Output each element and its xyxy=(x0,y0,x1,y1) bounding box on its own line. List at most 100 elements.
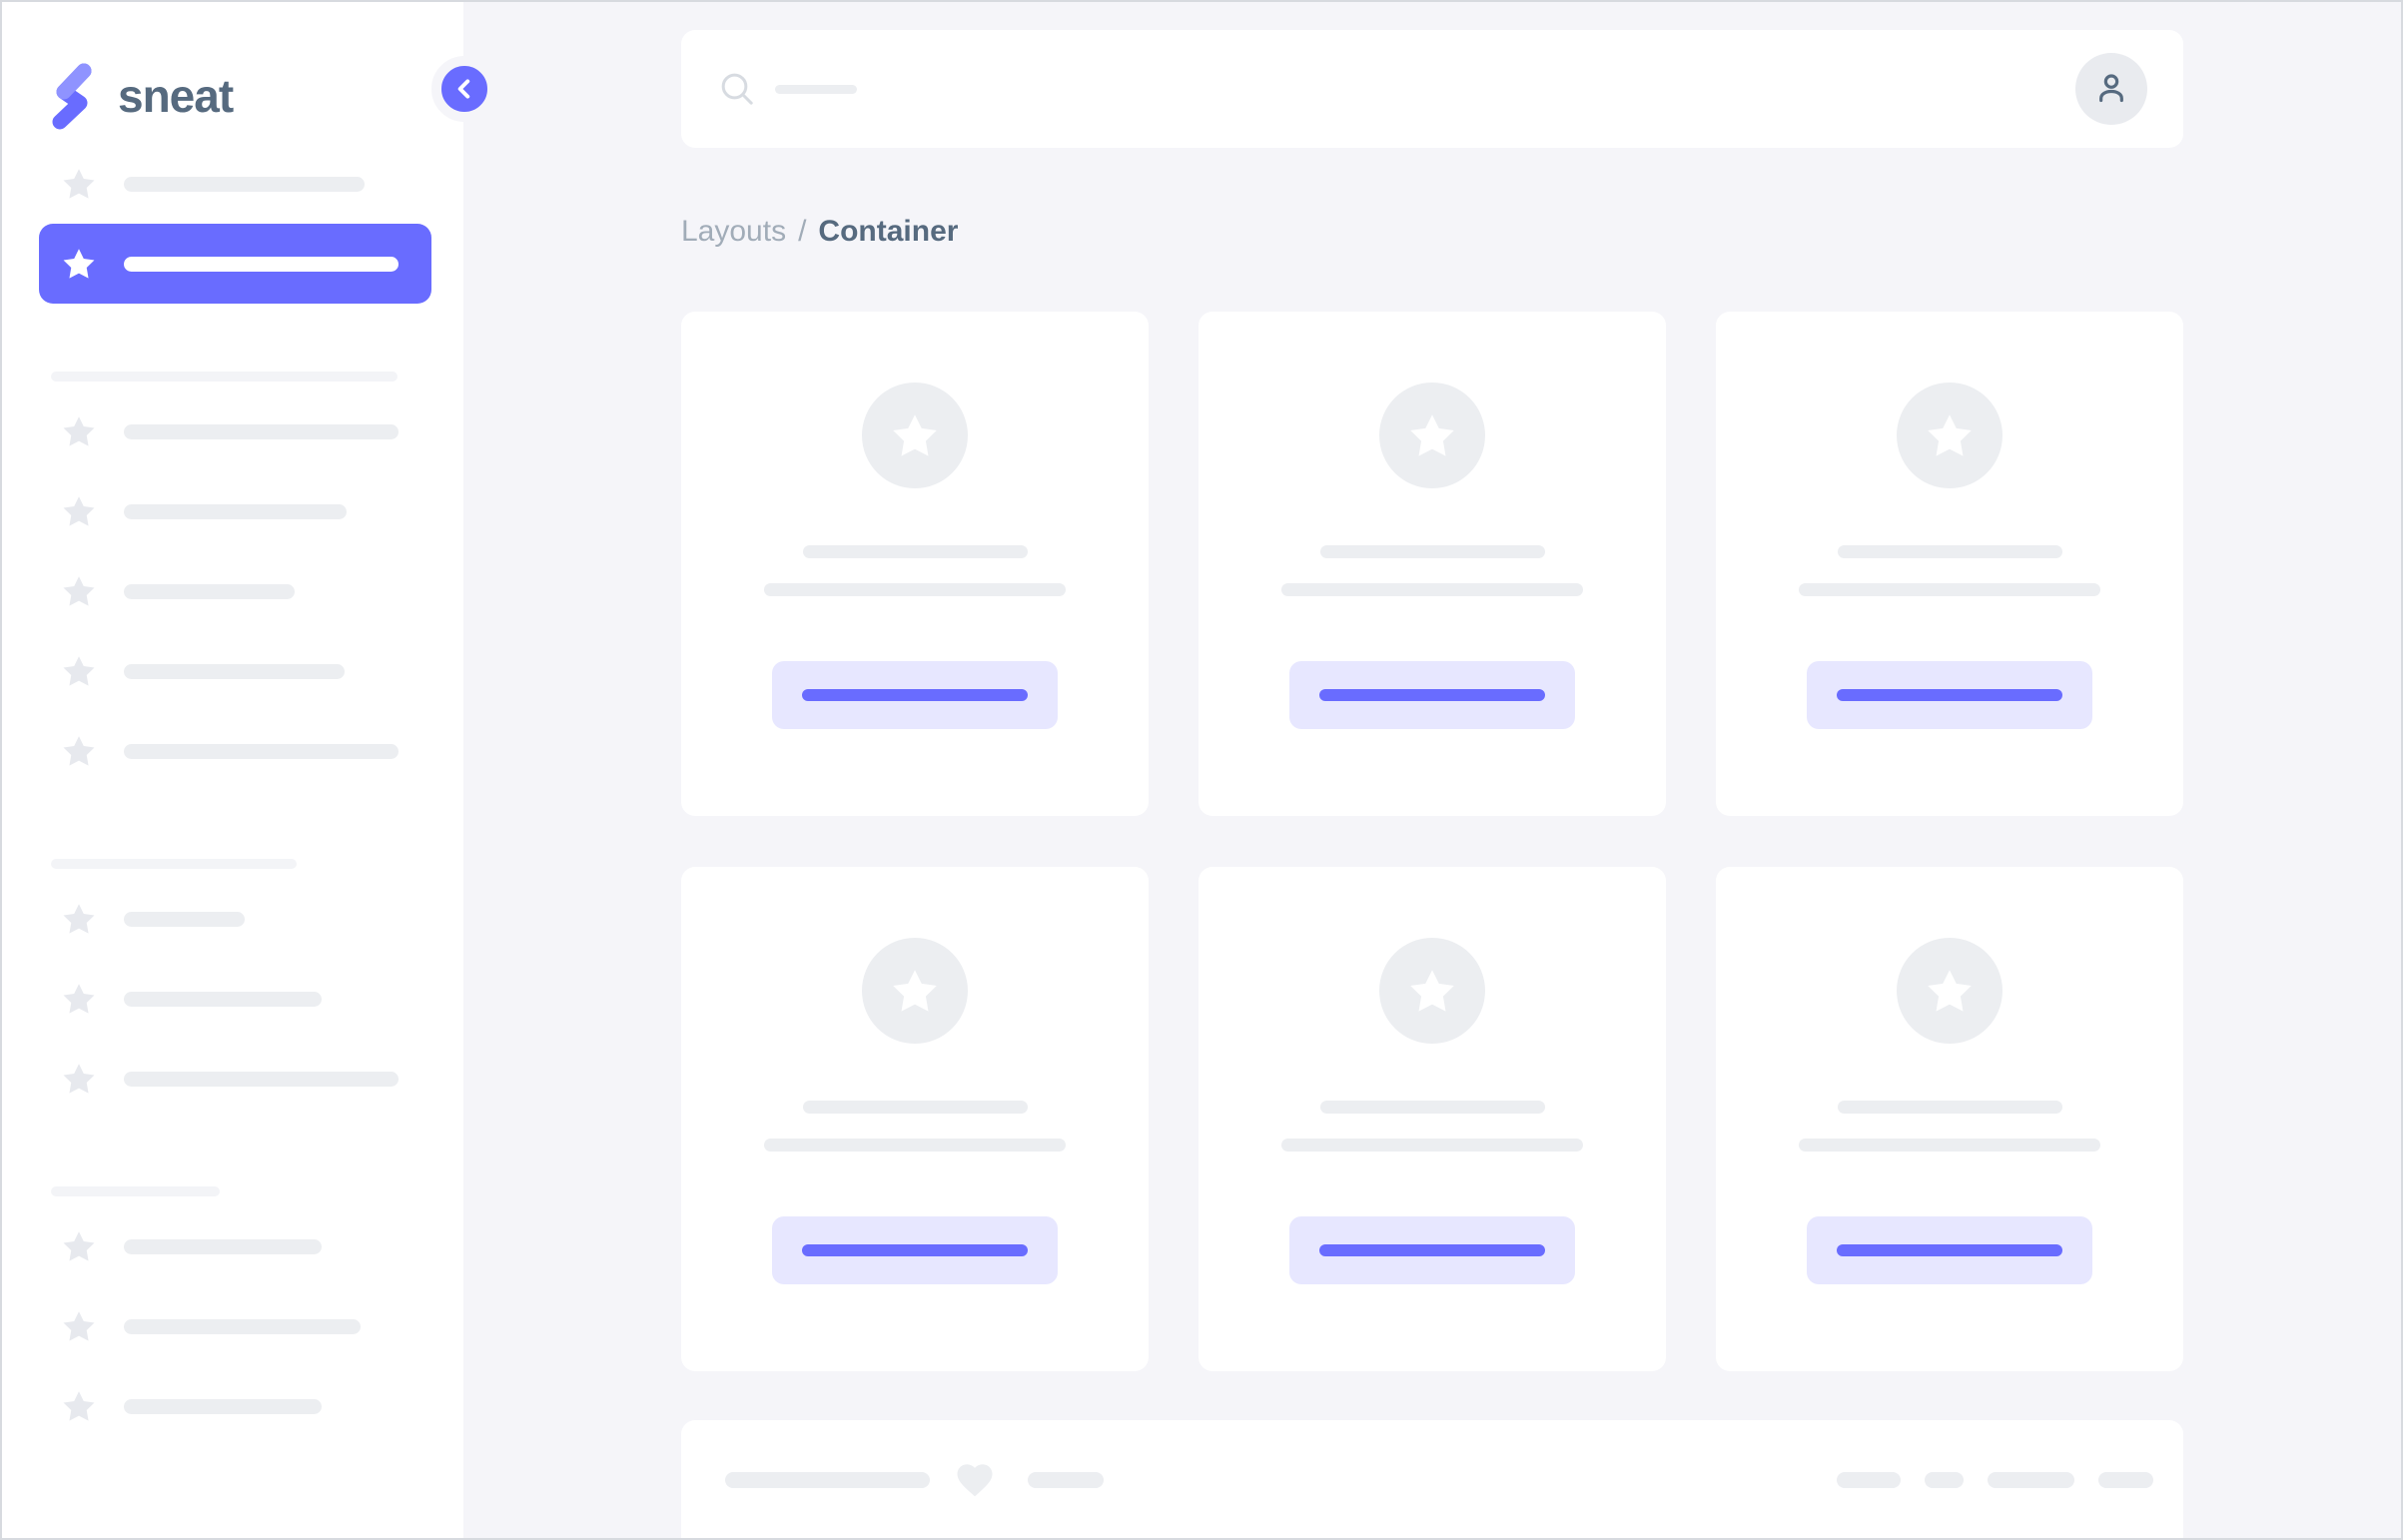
user-icon xyxy=(2091,68,2131,111)
star-icon xyxy=(62,654,96,688)
sidebar-item-label-placeholder xyxy=(124,911,245,927)
card-button-label-placeholder xyxy=(1319,689,1545,701)
card-action-button[interactable] xyxy=(1807,661,2092,729)
search-bar-card xyxy=(681,30,2183,148)
sidebar-item[interactable] xyxy=(39,1366,431,1446)
card-title-placeholder xyxy=(802,545,1028,558)
star-icon xyxy=(62,734,96,768)
footer-dot-placeholder xyxy=(2098,1472,2153,1488)
star-icon xyxy=(62,1389,96,1423)
sidebar-item-label-placeholder xyxy=(124,583,295,599)
sidebar-item[interactable] xyxy=(39,959,431,1039)
card-subtitle-placeholder xyxy=(764,1139,1066,1152)
sidebar-item-label-placeholder xyxy=(124,503,347,519)
card-grid xyxy=(681,312,2183,1371)
card-button-label-placeholder xyxy=(1837,689,2062,701)
sidebar-item-label-placeholder xyxy=(124,1398,322,1414)
card-action-button[interactable] xyxy=(1807,1216,2092,1284)
footer-dot-placeholder xyxy=(1837,1472,1901,1488)
card-action-button[interactable] xyxy=(1289,1216,1575,1284)
footer-mid-bar xyxy=(1028,1472,1104,1488)
star-icon xyxy=(1926,411,1974,459)
card-button-label-placeholder xyxy=(802,1244,1028,1256)
star-icon xyxy=(1926,967,1974,1015)
card-title-placeholder xyxy=(1837,1101,2062,1114)
placeholder-card xyxy=(681,867,1149,1371)
sidebar-item[interactable] xyxy=(39,551,431,631)
breadcrumb-parent-link[interactable]: Layouts xyxy=(681,215,787,248)
card-subtitle-placeholder xyxy=(764,583,1066,596)
content-column: Layouts / Container xyxy=(681,2,2183,1538)
sidebar-item-active[interactable] xyxy=(39,224,431,304)
footer-dot-placeholder xyxy=(1988,1472,2074,1488)
brand: sneat xyxy=(2,2,463,144)
placeholder-card xyxy=(1199,312,1666,816)
sidebar-section-heading-placeholder xyxy=(51,1186,220,1196)
heart-icon xyxy=(954,1459,996,1501)
search-icon xyxy=(717,69,757,109)
placeholder-card xyxy=(1199,867,1666,1371)
sidebar-menu xyxy=(2,144,463,1446)
sidebar-section-heading-placeholder xyxy=(51,859,297,869)
card-title-placeholder xyxy=(1837,545,2062,558)
search-input[interactable] xyxy=(717,69,2075,109)
sidebar-item[interactable] xyxy=(39,391,431,471)
card-subtitle-placeholder xyxy=(1799,583,2100,596)
sidebar-collapse-button[interactable] xyxy=(431,56,497,122)
breadcrumb-current: Container xyxy=(818,215,959,248)
user-avatar-button[interactable] xyxy=(2075,53,2147,125)
star-badge xyxy=(1379,938,1485,1044)
card-subtitle-placeholder xyxy=(1281,1139,1583,1152)
sidebar-item[interactable] xyxy=(39,631,431,711)
card-subtitle-placeholder xyxy=(1281,583,1583,596)
footer-skeleton-card xyxy=(681,1420,2183,1538)
sidebar-item-label-placeholder xyxy=(124,743,399,759)
card-title-placeholder xyxy=(1319,545,1545,558)
chevron-left-icon xyxy=(451,76,477,102)
star-icon xyxy=(62,1309,96,1343)
placeholder-card xyxy=(1716,867,2183,1371)
footer-dot-placeholder xyxy=(1925,1472,1964,1488)
sidebar-item-label-placeholder xyxy=(124,1238,322,1254)
sidebar: sneat xyxy=(2,2,463,1538)
card-button-label-placeholder xyxy=(1837,1244,2062,1256)
footer-left-bar xyxy=(725,1472,930,1488)
sidebar-item-label-placeholder xyxy=(124,663,345,679)
star-icon xyxy=(62,414,96,448)
sidebar-item-label-placeholder xyxy=(124,256,399,272)
star-icon xyxy=(1408,411,1456,459)
star-icon xyxy=(891,967,939,1015)
star-icon xyxy=(62,902,96,936)
star-badge xyxy=(1897,383,2002,488)
sidebar-item-label-placeholder xyxy=(124,1318,361,1334)
sidebar-item[interactable] xyxy=(39,1206,431,1286)
sidebar-item[interactable] xyxy=(39,879,431,959)
sidebar-item[interactable] xyxy=(39,1039,431,1119)
card-button-label-placeholder xyxy=(1319,1244,1545,1256)
footer-skeleton-row xyxy=(725,1460,2153,1500)
star-badge xyxy=(862,938,968,1044)
sidebar-item[interactable] xyxy=(39,1286,431,1366)
sidebar-item[interactable] xyxy=(39,144,431,224)
brand-name: sneat xyxy=(118,70,234,122)
placeholder-card xyxy=(1716,312,2183,816)
star-icon xyxy=(62,1229,96,1263)
card-action-button[interactable] xyxy=(772,1216,1058,1284)
card-title-placeholder xyxy=(802,1101,1028,1114)
card-action-button[interactable] xyxy=(772,661,1058,729)
placeholder-card xyxy=(681,312,1149,816)
star-icon xyxy=(62,1062,96,1096)
main-area: Layouts / Container xyxy=(463,2,2401,1538)
star-icon xyxy=(62,574,96,608)
star-badge xyxy=(862,383,968,488)
breadcrumb: Layouts / Container xyxy=(681,214,2183,250)
card-button-label-placeholder xyxy=(802,689,1028,701)
sidebar-item[interactable] xyxy=(39,471,431,551)
search-placeholder-bar xyxy=(775,84,857,94)
sneat-logo-icon xyxy=(46,62,100,130)
sidebar-item[interactable] xyxy=(39,711,431,791)
sidebar-item-label-placeholder xyxy=(124,176,365,192)
star-icon xyxy=(62,494,96,528)
card-action-button[interactable] xyxy=(1289,661,1575,729)
